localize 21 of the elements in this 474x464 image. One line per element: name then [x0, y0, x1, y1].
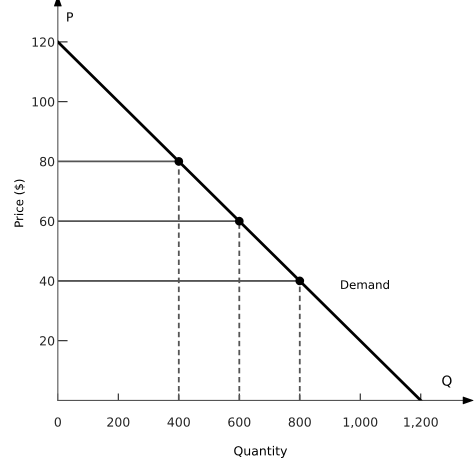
y-tick-label: 40	[40, 276, 54, 286]
x-tick-label: 800	[288, 417, 311, 427]
point	[295, 276, 304, 286]
x-tick-label: 1,000	[344, 417, 378, 428]
y-tick-label: 100	[32, 97, 54, 107]
y-tick-label: 120	[32, 37, 54, 47]
y-tick-label: 60	[40, 216, 54, 226]
point	[234, 216, 244, 226]
annotation: P	[67, 12, 74, 22]
x-tick-label: 200	[107, 417, 130, 427]
annotation: Q	[442, 375, 452, 388]
x-tick-label: 1,200	[404, 417, 438, 428]
y-tick-label: 80	[40, 156, 54, 166]
y-axis-title: Price ($)	[14, 180, 25, 227]
x-tick-label: 400	[167, 417, 190, 427]
series-label: Demand	[341, 280, 389, 290]
point	[174, 157, 184, 166]
x-tick-label: 0	[54, 417, 61, 427]
x-tick-label: 600	[228, 417, 250, 427]
y-tick-label: 20	[40, 336, 54, 346]
x-axis-title: Quantity	[234, 446, 288, 458]
